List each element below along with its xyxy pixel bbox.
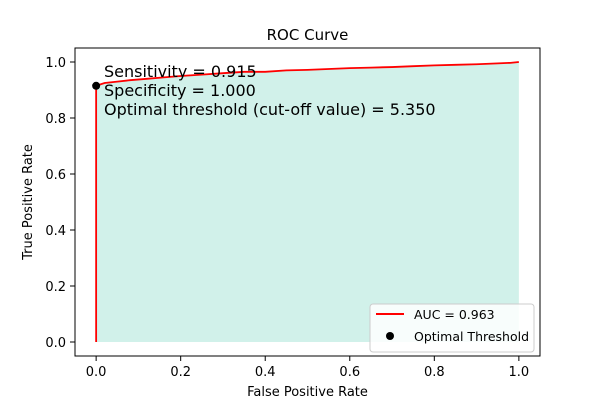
y-axis-label: True Positive Rate: [21, 144, 36, 261]
x-tick-label: 0.8: [424, 365, 445, 380]
y-tick-label: 0.0: [45, 336, 66, 351]
chart-title: ROC Curve: [267, 26, 349, 44]
legend-point-swatch: [386, 332, 394, 340]
x-tick-label: 0.6: [339, 365, 360, 380]
roc-curve-line: [95, 61, 519, 342]
legend: AUC = 0.963 Optimal Threshold: [369, 303, 535, 353]
optimal-threshold-point: [92, 81, 101, 90]
y-tick-label: 0.6: [45, 168, 66, 183]
x-tick-label: 0.2: [170, 365, 191, 380]
x-tick-label: 0.4: [255, 365, 276, 380]
optimal-threshold-annotation: Optimal threshold (cut-off value) = 5.35…: [104, 100, 436, 119]
x-axis-label: False Positive Rate: [247, 385, 368, 400]
y-tick-label: 0.2: [45, 280, 66, 295]
roc-area-fill: [96, 62, 519, 342]
x-tick-label: 1.0: [509, 365, 530, 380]
plot-frame: [74, 47, 541, 357]
legend-label-optimal: Optimal Threshold: [414, 329, 529, 344]
y-tick-label: 0.4: [45, 224, 66, 239]
y-tick-label: 1.0: [45, 56, 66, 71]
legend-label-auc: AUC = 0.963: [414, 307, 495, 322]
legend-box: [369, 303, 535, 353]
x-tick-label: 0.0: [86, 365, 107, 380]
specificity-annotation: Specificity = 1.000: [104, 81, 256, 100]
y-tick-label: 0.8: [45, 112, 66, 127]
sensitivity-annotation: Sensitivity = 0.915: [104, 62, 257, 81]
